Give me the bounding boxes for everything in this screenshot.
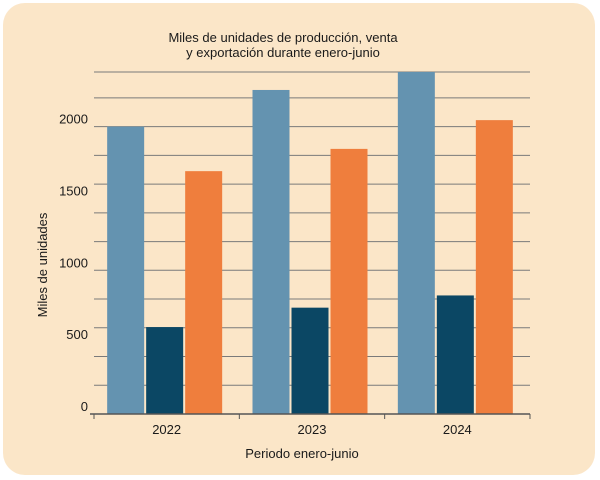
bar-2024-series-3 — [475, 120, 513, 414]
bar-2022-series-1 — [107, 126, 145, 414]
y-tick-label: 0 — [81, 399, 88, 414]
x-axis-label: Periodo enero-junio — [245, 446, 358, 461]
bar-2022-series-2 — [146, 327, 184, 414]
bar-2023-series-1 — [252, 89, 290, 414]
bar-2022-series-3 — [185, 171, 223, 414]
x-tick-label: 2022 — [152, 422, 181, 437]
y-tick-label: 1500 — [59, 183, 88, 198]
x-tick-labels: 2022 2023 2024 — [93, 414, 531, 437]
bar-2024-series-2 — [436, 295, 474, 414]
y-axis-label: Miles de unidades — [35, 212, 50, 317]
y-tick-labels: 0 500 1000 1500 2000 — [59, 112, 88, 414]
y-tick-label: 500 — [66, 327, 88, 342]
x-tick-label: 2024 — [443, 422, 472, 437]
y-tick-label: 1000 — [59, 255, 88, 270]
chart-title-line-1: Miles de unidades de producción, venta — [168, 30, 398, 45]
y-tick-label: 2000 — [59, 112, 88, 127]
bar-2024-series-1 — [397, 72, 435, 414]
bars — [107, 72, 513, 414]
chart-title-line-2: y exportación durante enero-junio — [186, 45, 380, 60]
x-tick-label: 2023 — [298, 422, 327, 437]
bar-2023-series-3 — [330, 148, 368, 414]
bar-2023-series-2 — [291, 307, 329, 414]
